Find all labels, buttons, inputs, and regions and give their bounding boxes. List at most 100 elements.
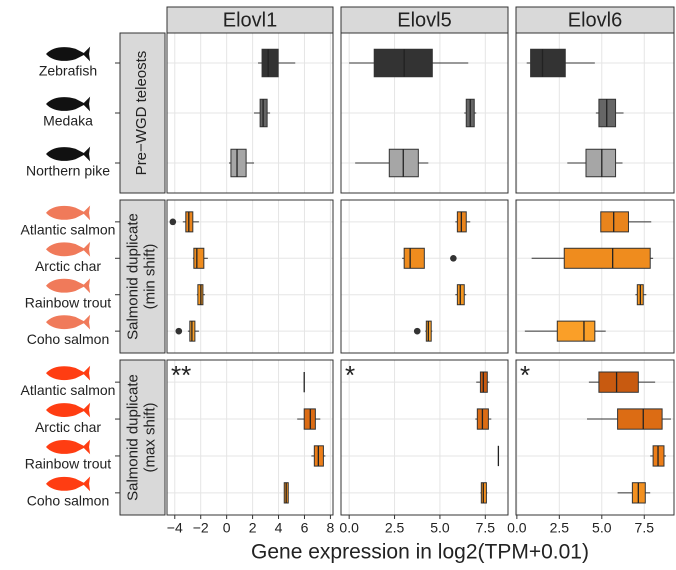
species-label: Coho salmon: [27, 493, 110, 509]
species-label: Atlantic salmon: [21, 382, 116, 398]
box: [475, 408, 492, 430]
box: [192, 247, 208, 269]
annotation: *: [520, 360, 530, 390]
x-tick-label: 5.0: [430, 520, 450, 536]
row-strip-label: Salmonid duplicate: [124, 213, 141, 340]
species-label: Rainbow trout: [25, 456, 111, 472]
box: [617, 482, 651, 504]
panel-border: [515, 199, 675, 354]
strip-title: Elovl5: [397, 9, 451, 31]
box: [455, 284, 467, 306]
x-tick-label: 4: [275, 520, 283, 536]
box: [402, 247, 457, 269]
box: [228, 148, 255, 178]
row-strip-label: (min shift): [141, 244, 158, 310]
outlier: [450, 254, 457, 262]
fish-icon: [46, 314, 91, 330]
box: [531, 247, 654, 269]
box: [311, 445, 326, 467]
fish-icon: [46, 46, 91, 62]
box: [254, 98, 271, 128]
species-label: Northern pike: [26, 163, 110, 179]
fish-icon: [46, 241, 91, 257]
box: [650, 445, 667, 467]
outlier: [169, 218, 177, 226]
row-strip-label: (max shift): [141, 402, 158, 472]
box-body: [556, 320, 596, 342]
x-tick-label: 7.5: [635, 520, 655, 536]
strip-title: Elovl1: [223, 9, 277, 31]
box: [464, 98, 477, 128]
x-tick-label: 2.5: [550, 520, 570, 536]
box: [258, 48, 296, 78]
box: [595, 98, 624, 128]
x-tick-label: −4: [167, 520, 183, 536]
box-body: [617, 408, 663, 430]
strip: [166, 6, 334, 34]
panel-border: [166, 32, 334, 194]
x-tick-label: 0: [223, 520, 231, 536]
row-strip: [119, 199, 166, 354]
box: [196, 284, 205, 306]
box-body: [585, 148, 617, 178]
species-label: Arctic char: [35, 258, 101, 274]
box: [175, 320, 199, 342]
box-body: [598, 371, 639, 393]
box: [635, 284, 647, 306]
panel: [516, 360, 674, 515]
box-body: [230, 148, 247, 178]
fish-icon: [46, 402, 91, 418]
x-tick-label: 2: [249, 520, 257, 536]
panel-border: [340, 199, 509, 354]
species-label: Zebrafish: [39, 63, 97, 79]
fish-icon: [46, 205, 91, 221]
fish-icon: [46, 365, 91, 381]
fish-icon: [46, 146, 91, 162]
box-body: [563, 247, 651, 269]
species-label: Atlantic salmon: [21, 222, 116, 238]
box-body: [373, 48, 433, 78]
annotation: *: [345, 360, 355, 390]
strip: [340, 6, 509, 34]
box: [587, 408, 671, 430]
x-tick-label: 8: [327, 520, 335, 536]
fish-icon: [46, 439, 91, 455]
box: [524, 320, 606, 342]
panel: [341, 200, 508, 353]
strip-title: Elovl6: [568, 9, 622, 31]
outlier: [413, 327, 421, 335]
fish-icon: [46, 278, 91, 294]
box: [600, 211, 652, 233]
x-tick-label: 7.5: [476, 520, 496, 536]
x-tick-label: 2.5: [385, 520, 405, 536]
species-label: Coho salmon: [27, 331, 110, 347]
panel-border: [340, 359, 509, 516]
panel-border: [340, 32, 509, 194]
box: [413, 320, 433, 342]
box-body: [403, 247, 425, 269]
box: [297, 408, 321, 430]
row-strip-label: Pre−WGD teleosts: [133, 51, 150, 176]
row-strip: [119, 359, 166, 516]
x-tick-label: 6: [301, 520, 309, 536]
box: [169, 211, 199, 233]
box: [355, 148, 429, 178]
box-body: [193, 247, 205, 269]
panel-border: [515, 32, 675, 194]
box-body: [600, 211, 629, 233]
species-label: Arctic char: [35, 419, 101, 435]
box: [588, 371, 656, 393]
box: [349, 48, 469, 78]
box: [283, 482, 289, 504]
box: [567, 148, 623, 178]
box-body: [530, 48, 566, 78]
box: [526, 48, 595, 78]
fish-icon: [46, 96, 91, 112]
x-tick-label: 5.0: [592, 520, 612, 536]
x-tick-label: 0.0: [507, 520, 527, 536]
species-label: Medaka: [43, 113, 93, 129]
panel-border: [166, 199, 334, 354]
panel-border: [166, 359, 334, 516]
box-body: [261, 48, 279, 78]
